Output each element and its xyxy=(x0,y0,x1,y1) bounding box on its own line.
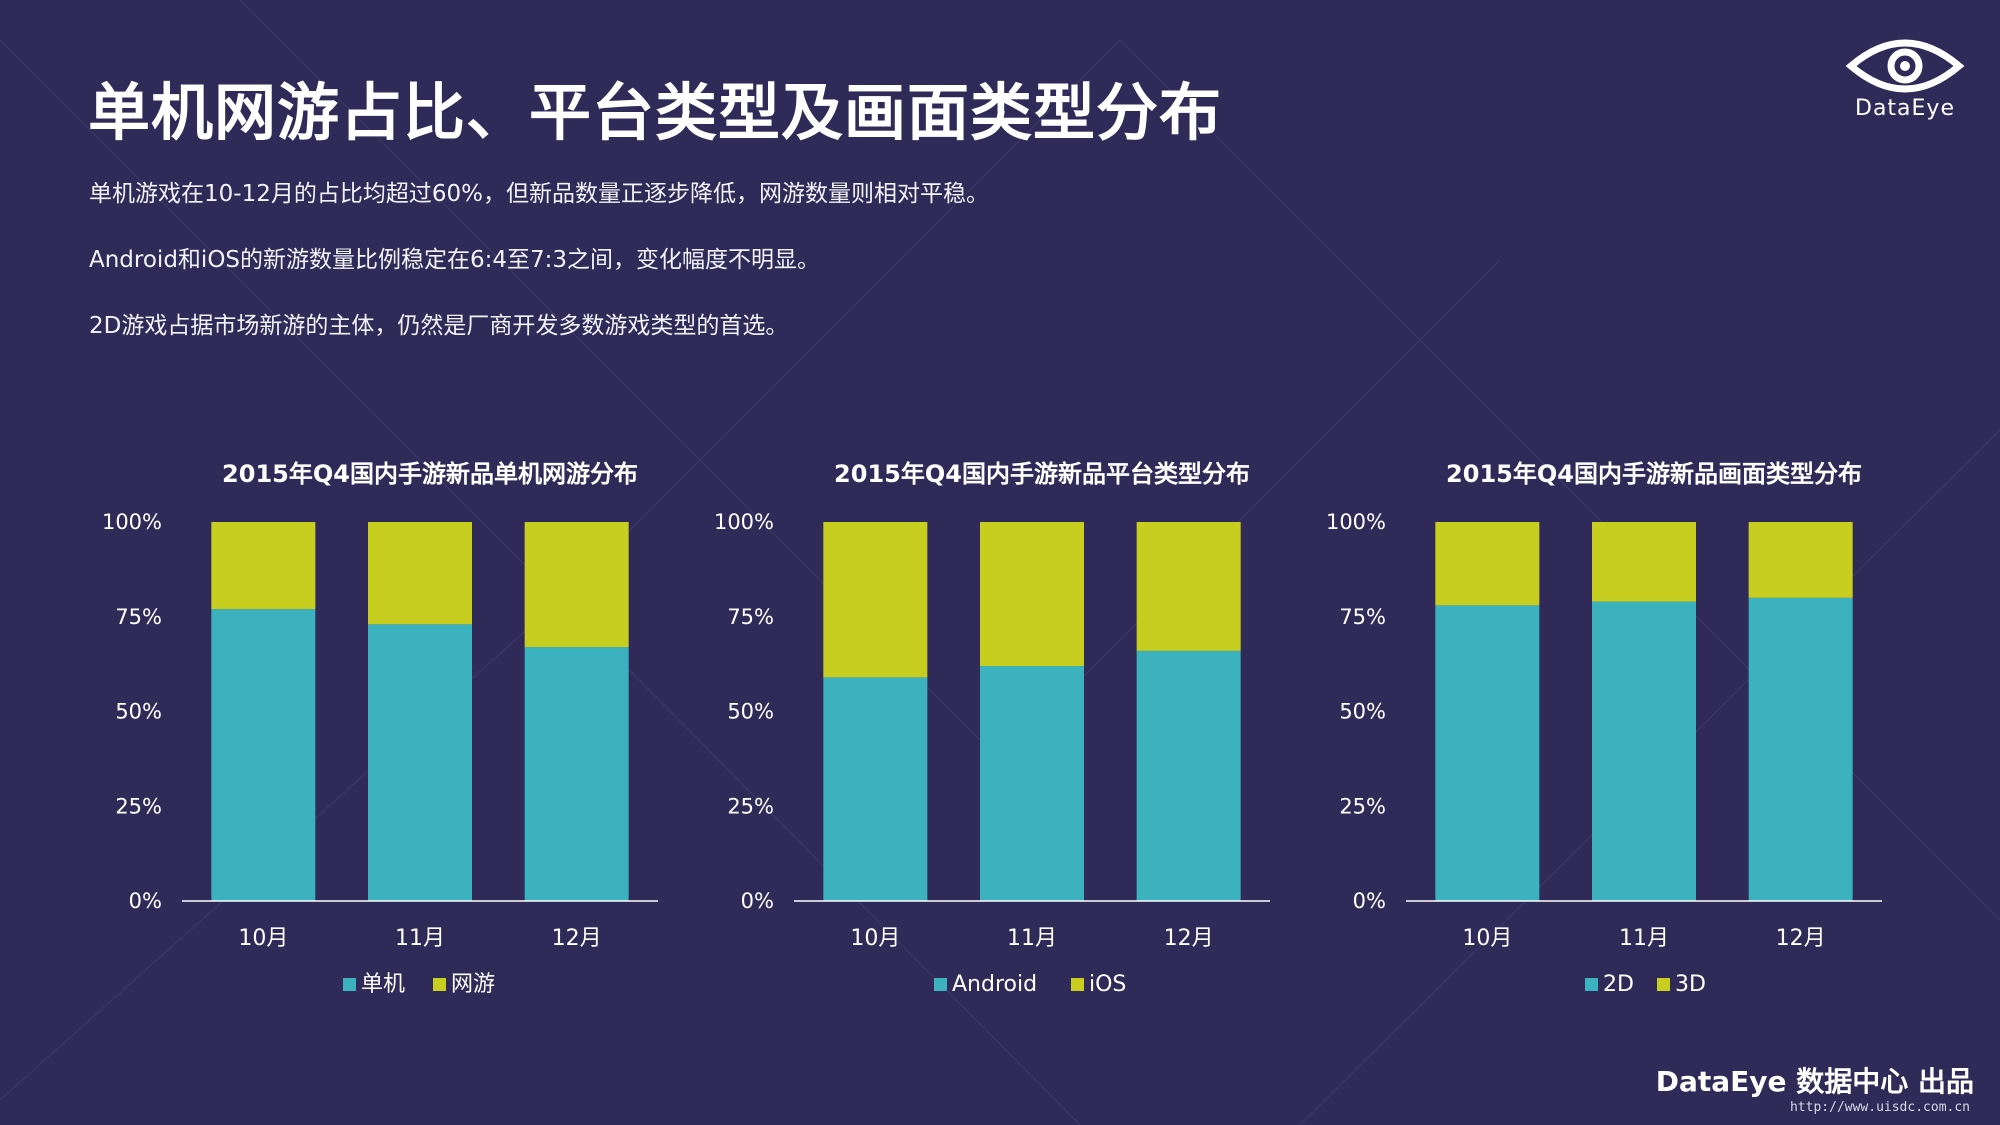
bar-网游 xyxy=(524,522,629,648)
y-tick-label: 0% xyxy=(129,889,162,913)
chart-platform-type: 2015年Q4国内手游新品平台类型分布 0% 25% 50% 75% 100% 10月 11月… xyxy=(714,455,1342,1015)
y-tick-label: 100% xyxy=(1326,510,1386,534)
bar-单机 xyxy=(211,609,316,901)
legend-label: 单机 xyxy=(361,972,405,997)
y-tick-label: 100% xyxy=(102,510,162,534)
legend-label: 3D xyxy=(1675,972,1706,997)
legend-label: iOS xyxy=(1089,972,1126,997)
y-tick-label: 25% xyxy=(727,794,774,818)
y-tick-label: 100% xyxy=(714,510,774,534)
legend-label: 2D xyxy=(1603,972,1634,997)
legend-label: Android xyxy=(952,972,1037,997)
legend-swatch xyxy=(343,978,356,991)
chart-title: 2015年Q4国内手游新品画面类型分布 xyxy=(1446,460,1862,488)
bar-2D xyxy=(1748,597,1853,901)
legend-swatch xyxy=(1585,978,1598,991)
bar-3D xyxy=(1435,522,1540,606)
bar-2D xyxy=(1592,601,1696,901)
bar-Android xyxy=(980,666,1084,901)
chart-svg: 2015年Q4国内手游新品单机网游分布 0% 25% 50% 75% 100% 10月 11月… xyxy=(102,460,658,997)
y-tick-label: 25% xyxy=(1339,794,1386,818)
x-tick-label: 12月 xyxy=(552,926,602,951)
logo-text: DataEye xyxy=(1855,96,1955,121)
y-tick-label: 75% xyxy=(727,605,774,629)
y-tick-label: 50% xyxy=(1339,700,1386,724)
bar-iOS xyxy=(980,522,1084,667)
bar-单机 xyxy=(524,647,629,901)
legend-swatch xyxy=(1071,978,1084,991)
footer-credit: DataEye 数据中心 出品 xyxy=(1655,1065,1974,1098)
bar-iOS xyxy=(1136,522,1241,651)
y-tick-label: 75% xyxy=(1339,605,1386,629)
footer-site: http://www.uisdc.com.cn xyxy=(1789,1100,1970,1115)
chart-title: 2015年Q4国内手游新品平台类型分布 xyxy=(834,460,1250,488)
bar-3D xyxy=(1748,522,1853,598)
description-line-3: 2D游戏占据市场新游的主体，仍然是厂商开发多数游戏类型的首选。 xyxy=(89,313,789,339)
x-tick-label: 11月 xyxy=(1007,926,1057,951)
bar-Android xyxy=(823,677,928,901)
chart-svg: 2015年Q4国内手游新品画面类型分布 0% 25% 50% 75% 100% 10月 11月… xyxy=(1326,460,1882,997)
brand-logo: DataEye xyxy=(1845,32,1965,128)
legend-swatch xyxy=(934,978,947,991)
y-tick-label: 50% xyxy=(115,700,162,724)
eye-logo-icon xyxy=(1845,39,1965,93)
bar-网游 xyxy=(211,522,316,610)
page-title: 单机网游占比、平台类型及画面类型分布 xyxy=(88,76,1223,149)
legend-label: 网游 xyxy=(451,972,495,997)
legend-swatch xyxy=(433,978,446,991)
bar-2D xyxy=(1435,605,1540,901)
y-tick-label: 0% xyxy=(741,889,774,913)
bar-网游 xyxy=(368,522,472,625)
bar-iOS xyxy=(823,522,928,678)
y-tick-label: 50% xyxy=(727,700,774,724)
description-line-2: Android和iOS的新游数量比例稳定在6:4至7:3之间，变化幅度不明显。 xyxy=(89,247,821,273)
x-tick-label: 10月 xyxy=(238,926,288,951)
chart-platform-mode: 2015年Q4国内手游新品单机网游分布 0% 25% 50% 75% 100% 10月 11月… xyxy=(102,455,730,1015)
x-tick-label: 11月 xyxy=(395,926,445,951)
x-tick-label: 12月 xyxy=(1776,926,1826,951)
x-tick-label: 11月 xyxy=(1619,926,1669,951)
y-tick-label: 25% xyxy=(115,794,162,818)
chart-svg: 2015年Q4国内手游新品平台类型分布 0% 25% 50% 75% 100% 10月 11月… xyxy=(714,460,1270,997)
x-tick-label: 12月 xyxy=(1164,926,1214,951)
bar-3D xyxy=(1592,522,1696,602)
y-tick-label: 75% xyxy=(115,605,162,629)
legend-swatch xyxy=(1657,978,1670,991)
chart-graphics-type: 2015年Q4国内手游新品画面类型分布 0% 25% 50% 75% 100% 10月 11月… xyxy=(1326,455,1954,1015)
description-line-1: 单机游戏在10-12月的占比均超过60%，但新品数量正逐步降低，网游数量则相对平… xyxy=(89,181,989,207)
x-tick-label: 10月 xyxy=(1462,926,1512,951)
y-tick-label: 0% xyxy=(1353,889,1386,913)
bar-单机 xyxy=(368,624,472,901)
bar-Android xyxy=(1136,650,1241,901)
x-tick-label: 10月 xyxy=(850,926,900,951)
chart-title: 2015年Q4国内手游新品单机网游分布 xyxy=(222,460,638,488)
